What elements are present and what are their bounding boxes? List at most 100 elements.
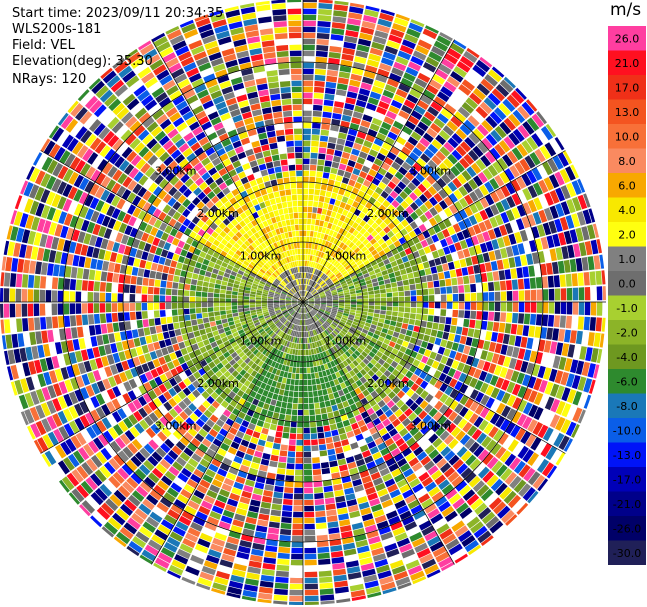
ppi-cell xyxy=(316,420,323,427)
ppi-cell xyxy=(314,80,325,87)
ppi-cell xyxy=(70,435,82,449)
ppi-cell xyxy=(371,347,378,355)
ppi-cell xyxy=(415,313,422,320)
ppi-cell xyxy=(331,22,346,30)
ppi-cell xyxy=(409,221,418,230)
ppi-cell xyxy=(87,303,94,314)
ppi-cell xyxy=(309,324,313,331)
ppi-cell xyxy=(306,292,311,298)
ppi-cell xyxy=(350,309,356,313)
ppi-cell xyxy=(428,449,440,460)
ppi-cell xyxy=(202,281,209,287)
ppi-cell xyxy=(585,347,593,362)
ppi-cell xyxy=(530,437,542,451)
ppi-cell xyxy=(325,320,331,326)
ppi-cell xyxy=(459,335,467,345)
ppi-cell xyxy=(306,230,310,237)
ppi-cell xyxy=(161,273,168,281)
ppi-cell xyxy=(365,201,373,210)
ppi-cell xyxy=(387,151,397,161)
ppi-cell xyxy=(366,59,380,68)
ppi-cell xyxy=(345,365,352,372)
ppi-cell xyxy=(415,283,422,290)
ppi-cell xyxy=(381,270,388,276)
ppi-cell xyxy=(303,134,311,141)
ppi-cell xyxy=(328,282,334,287)
ppi-cell xyxy=(354,162,363,171)
ppi-cell xyxy=(345,333,352,340)
ppi-cell xyxy=(147,286,154,295)
ppi-cell xyxy=(158,340,166,349)
ppi-cell xyxy=(390,260,398,267)
ppi-cell xyxy=(369,183,378,191)
ppi-cell xyxy=(358,551,372,560)
ppi-cell xyxy=(294,385,299,392)
ppi-cell xyxy=(310,349,315,355)
ppi-cell xyxy=(159,302,166,310)
ppi-cell xyxy=(39,233,48,248)
ppi-cell xyxy=(108,475,121,489)
ppi-cell xyxy=(241,459,252,467)
ppi-cell xyxy=(428,288,435,295)
ppi-cell xyxy=(373,313,380,318)
ppi-cell xyxy=(375,370,383,378)
ppi-cell xyxy=(330,545,343,552)
ppi-cell xyxy=(245,341,252,347)
ppi-cell xyxy=(454,553,468,564)
ppi-cell xyxy=(180,347,188,356)
ppi-cell xyxy=(410,504,423,515)
ppi-cell xyxy=(63,303,70,315)
ppi-cell xyxy=(231,370,239,378)
ppi-cell xyxy=(479,184,489,196)
ppi-cell xyxy=(601,270,606,285)
ppi-cell xyxy=(430,266,438,274)
ppi-cell xyxy=(220,285,227,290)
ppi-cell xyxy=(306,306,310,312)
ppi-cell xyxy=(469,401,480,412)
ppi-cell xyxy=(51,193,62,208)
ppi-cell xyxy=(73,174,84,188)
ppi-cell xyxy=(343,41,357,50)
ppi-cell xyxy=(341,53,354,62)
ppi-cell xyxy=(375,422,385,431)
ppi-cell xyxy=(286,335,291,341)
ppi-cell xyxy=(54,224,63,237)
ppi-cell xyxy=(333,218,339,226)
ppi-cell xyxy=(267,305,274,308)
ppi-cell xyxy=(69,215,79,228)
ppi-cell xyxy=(69,303,76,315)
ppi-cell xyxy=(314,68,326,76)
ppi-cell xyxy=(316,277,321,283)
ppi-cell xyxy=(350,296,357,300)
ppi-cell xyxy=(583,378,593,393)
ppi-cell xyxy=(259,433,268,441)
ppi-cell xyxy=(392,306,399,312)
ppi-cell xyxy=(327,374,333,382)
ppi-cell xyxy=(331,28,345,36)
ppi-cell xyxy=(120,503,134,516)
ppi-cell xyxy=(355,99,367,108)
ppi-cell xyxy=(488,292,495,301)
ppi-cell xyxy=(258,375,265,382)
ppi-cell xyxy=(354,316,361,320)
ppi-cell xyxy=(304,601,319,605)
ppi-cell xyxy=(430,101,443,112)
ppi-cell xyxy=(354,453,363,461)
ppi-cell xyxy=(306,325,310,331)
ppi-cell xyxy=(323,202,329,210)
ppi-cell xyxy=(30,423,41,438)
ppi-cell xyxy=(588,208,596,223)
ppi-cell xyxy=(459,395,469,406)
ppi-cell xyxy=(390,447,401,457)
ppi-cell xyxy=(427,465,439,476)
ppi-cell xyxy=(129,294,136,302)
ppi-cell xyxy=(267,279,273,284)
ppi-cell xyxy=(203,322,211,329)
ppi-cell xyxy=(498,322,506,333)
ppi-cell xyxy=(108,333,116,343)
ppi-cell xyxy=(368,308,374,313)
ppi-cell xyxy=(239,282,246,287)
ppi-cell xyxy=(354,182,362,190)
ppi-cell xyxy=(260,330,266,336)
ppi-cell xyxy=(321,266,326,272)
